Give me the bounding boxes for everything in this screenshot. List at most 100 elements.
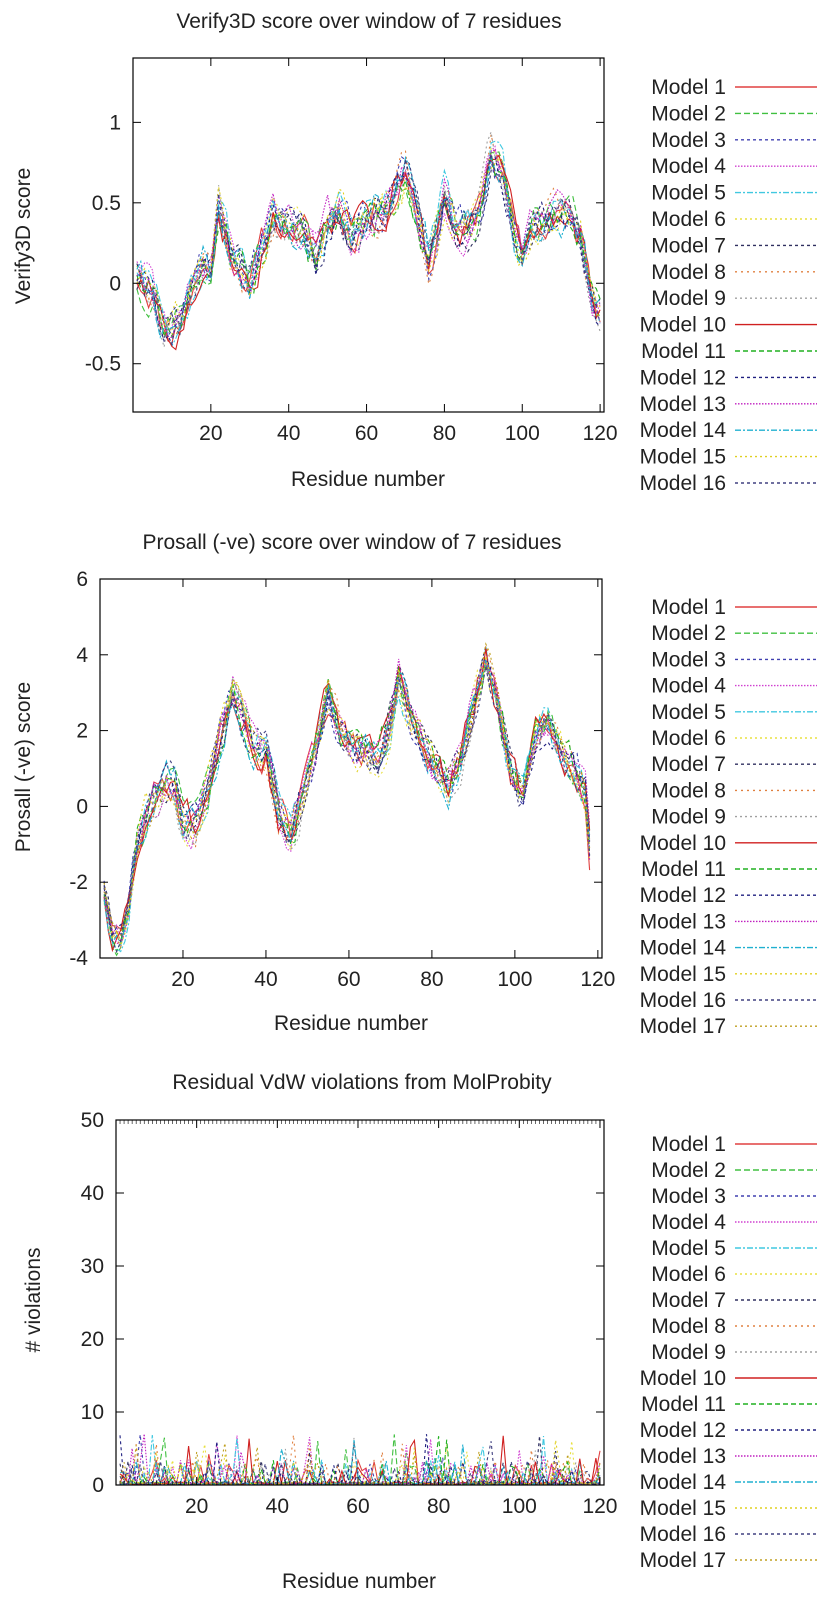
legend-label: Model 3: [651, 129, 726, 152]
series-line-8: [103, 645, 591, 949]
chart-title: Prosall (-ve) score over window of 7 res…: [143, 531, 562, 554]
series-line-5: [103, 646, 591, 953]
legend-label: Model 6: [651, 727, 726, 750]
x-tick-label: 120: [582, 1495, 617, 1518]
series-line-9: [103, 662, 591, 931]
x-tick-label: 40: [254, 968, 277, 991]
plot-frame: [99, 578, 603, 959]
legend-label: Model 1: [651, 596, 726, 619]
legend-label: Model 6: [651, 1263, 726, 1286]
plot-frame: [115, 1119, 605, 1486]
series-line-14: [103, 657, 591, 947]
legend-label: Model 8: [651, 261, 726, 284]
series-line-7: [119, 1435, 601, 1486]
legend-label: Model 9: [651, 806, 726, 829]
y-tick-label: 0: [76, 795, 88, 818]
legend-label: Model 1: [651, 76, 726, 99]
series-line-17: [103, 642, 591, 937]
chart-vdw-violations: Residual VdW violations from MolProbity …: [22, 1071, 817, 1593]
x-tick-label: 100: [497, 968, 532, 991]
legend-label: Model 8: [651, 779, 726, 802]
legend-label: Model 16: [640, 1523, 726, 1546]
chart-title: Residual VdW violations from MolProbity: [172, 1071, 552, 1094]
y-tick-label: 1: [109, 111, 121, 134]
y-axis-label: Verify3D score: [12, 168, 35, 305]
y-tick-label: 2: [76, 720, 88, 743]
x-tick-label: 80: [427, 1495, 450, 1518]
legend-label: Model 7: [651, 753, 726, 776]
legend-label: Model 9: [651, 1341, 726, 1364]
series-line-11: [136, 152, 601, 338]
axis-ticks: 20 40 60 80 100 120 0 10 20 30 40 50: [81, 1109, 618, 1518]
legend-label: Model 5: [651, 701, 726, 724]
y-tick-label: 30: [81, 1255, 104, 1278]
series-line-13: [103, 658, 591, 946]
chart-title: Verify3D score over window of 7 residues: [176, 10, 561, 33]
legend-label: Model 13: [640, 393, 726, 416]
legend-label: Model 8: [651, 1315, 726, 1338]
legend-label: Model 10: [640, 314, 726, 337]
legend-label: Model 2: [651, 622, 726, 645]
legend-label: Model 4: [651, 155, 726, 178]
legend: Model 1 Model 2 Model 3 Model 4 Model 5 Model…: [640, 1133, 817, 1572]
y-tick-label: 20: [81, 1328, 104, 1351]
chart-verify3d: Verify3D score over window of 7 residues…: [12, 10, 817, 495]
legend-label: Model 11: [641, 340, 726, 363]
legend-label: Model 14: [640, 937, 727, 960]
legend-label: Model 4: [651, 1211, 726, 1234]
x-tick-label: 100: [505, 422, 540, 445]
axis-ticks: 20 40 60 80 100 120 -4 -2 0 2 4 6: [69, 568, 615, 991]
x-axis-label: Residue number: [282, 1570, 436, 1593]
legend-label: Model 12: [640, 1419, 726, 1442]
legend-label: Model 17: [640, 1549, 726, 1572]
x-axis-label: Residue number: [291, 468, 445, 491]
y-tick-label: 50: [81, 1109, 104, 1132]
y-tick-label: 0: [109, 272, 121, 295]
y-tick-label: 40: [81, 1182, 104, 1205]
series-line-17: [119, 1442, 601, 1486]
x-tick-label: 40: [266, 1495, 289, 1518]
y-axis-label: Prosall (-ve) score: [12, 682, 35, 852]
legend-label: Model 13: [640, 1445, 726, 1468]
legend-label: Model 12: [640, 884, 726, 907]
y-tick-label: 0.5: [92, 192, 121, 215]
y-tick-label: 0: [92, 1474, 104, 1497]
legend-label: Model 11: [641, 858, 726, 881]
x-tick-label: 20: [185, 1495, 208, 1518]
y-tick-label: -2: [69, 871, 88, 894]
y-tick-label: -0.5: [85, 353, 121, 376]
series-line-12: [119, 1434, 601, 1486]
x-tick-label: 120: [583, 422, 618, 445]
y-tick-label: 10: [81, 1401, 104, 1424]
x-tick-label: 60: [346, 1495, 369, 1518]
legend-label: Model 16: [640, 472, 726, 495]
x-tick-label: 60: [337, 968, 360, 991]
legend-label: Model 15: [640, 1497, 726, 1520]
x-axis-label: Residue number: [274, 1012, 428, 1035]
legend-label: Model 3: [651, 1185, 726, 1208]
series-line-16: [103, 666, 591, 954]
legend-label: Model 12: [640, 366, 726, 389]
legend-label: Model 17: [640, 1015, 726, 1038]
x-tick-label: 60: [355, 422, 378, 445]
legend-label: Model 13: [640, 910, 726, 933]
chart-prosall: Prosall (-ve) score over window of 7 res…: [12, 531, 817, 1038]
legend-label: Model 6: [651, 208, 726, 231]
legend: Model 1 Model 2 Model 3 Model 4 Model 5 Model…: [640, 596, 817, 1038]
series-layer: [103, 642, 591, 957]
legend-label: Model 1: [651, 1133, 726, 1156]
legend-label: Model 7: [651, 234, 726, 257]
legend-label: Model 14: [640, 419, 727, 442]
legend-label: Model 15: [640, 963, 726, 986]
x-tick-label: 20: [199, 422, 222, 445]
legend-label: Model 2: [651, 1159, 726, 1182]
series-line-1: [119, 1450, 601, 1486]
legend-label: Model 5: [651, 1237, 726, 1260]
legend-label: Model 2: [651, 102, 726, 125]
y-axis-label: # violations: [22, 1247, 45, 1352]
series-layer: [136, 129, 601, 351]
legend-label: Model 4: [651, 675, 726, 698]
legend-label: Model 11: [641, 1393, 726, 1416]
series-line-16: [136, 154, 601, 327]
